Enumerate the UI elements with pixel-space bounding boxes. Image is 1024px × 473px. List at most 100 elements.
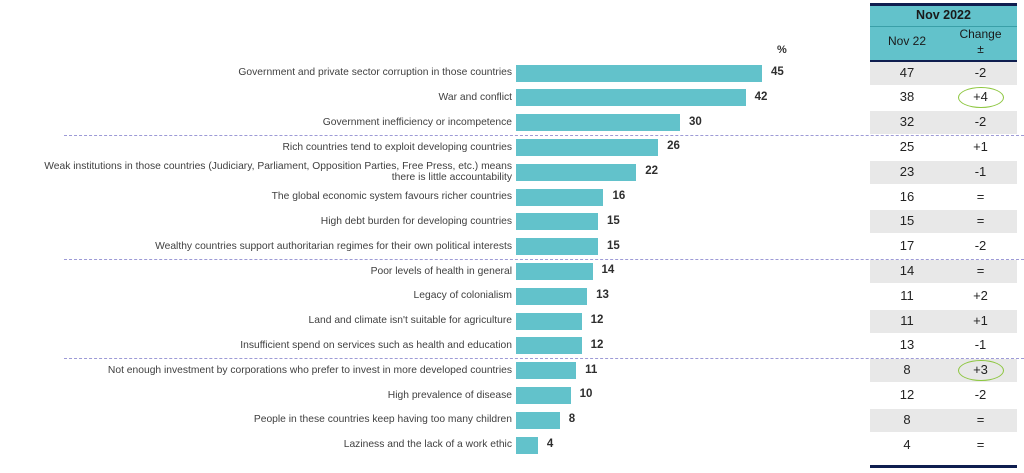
table-row: 23 -1: [870, 160, 1017, 184]
group-separator: [64, 259, 1024, 260]
category-label: High debt burden for developing countrie…: [321, 216, 512, 228]
bar-value-label: 15: [607, 239, 620, 252]
table-col-nov22-header: Nov 22: [887, 34, 927, 48]
category-label: War and conflict: [439, 92, 512, 104]
bar-value-label: 14: [601, 264, 615, 277]
category-label: People in these countries keep having to…: [254, 414, 512, 426]
nov22-value: 8: [903, 411, 911, 427]
category-label-line: Not enough investment by corporations wh…: [107, 364, 512, 376]
bar-value-label: 12: [590, 314, 604, 326]
table-row: 47 -2: [870, 61, 1017, 85]
change-value: =: [976, 436, 985, 452]
bar: [516, 262, 593, 280]
table-row: 11 +2: [870, 285, 1017, 308]
bar: [516, 337, 582, 355]
bar: [516, 411, 560, 429]
bar-value-label: 16: [612, 190, 626, 202]
group-separator: [64, 358, 1024, 360]
category-label-line: there is little accountability: [391, 172, 512, 184]
change-value: =: [976, 188, 985, 204]
bar-value-label: 8: [568, 413, 576, 426]
category-label-line: Government inefficiency or incompetence: [322, 116, 512, 128]
change-value: =: [976, 262, 985, 278]
table-col-change-header: Change ±: [944, 27, 1017, 57]
bar: [516, 362, 577, 380]
table-bottom-rule: [870, 465, 1017, 468]
bar: [516, 386, 571, 404]
category-label-line: Wealthy countries support authoritarian …: [155, 240, 512, 252]
bar-value-label: 30: [689, 115, 702, 128]
nov22-value: 16: [899, 188, 915, 204]
change-value: =: [976, 213, 985, 229]
table-row: 14 =: [870, 259, 1017, 283]
comparison-table-header: Nov 2022 Nov 22 Change ±: [870, 3, 1017, 63]
nov22-value: 12: [899, 386, 915, 402]
category-label-line: Land and climate isn't suitable for agri…: [308, 315, 512, 327]
highlight-circle: [958, 87, 1004, 109]
nov22-value: 4: [903, 436, 911, 452]
bar: [516, 312, 582, 330]
change-value: -1: [974, 337, 987, 353]
bar-value-label: 10: [579, 388, 593, 401]
bar-value-label: 15: [607, 214, 620, 227]
bar-value-label: 4: [546, 438, 554, 450]
table-row: 8 +3: [870, 359, 1017, 383]
highlight-circle: [958, 360, 1004, 382]
change-value: -2: [974, 64, 987, 80]
category-label: Rich countries tend to exploit developin…: [282, 142, 512, 154]
category-label-line: Government and private sector corruption…: [238, 67, 512, 79]
category-label: Wealthy countries support authoritarian …: [155, 241, 512, 253]
bar: [516, 114, 680, 132]
percent-unit-label: %: [777, 44, 787, 56]
category-label-line: Laziness and the lack of a work ethic: [343, 439, 512, 451]
bar: [516, 188, 604, 206]
nov22-value: 11: [900, 287, 914, 303]
table-row: 11 +1: [870, 309, 1017, 333]
change-value: =: [976, 411, 985, 427]
bar-value-label: 22: [645, 165, 659, 178]
category-label: Not enough investment by corporations wh…: [108, 365, 512, 377]
table-row: 32 -2: [870, 111, 1017, 135]
table-row: 38 +4: [870, 86, 1017, 109]
nov22-value: 25: [899, 138, 915, 154]
category-label: The global economic system favours riche…: [272, 191, 512, 203]
category-label: Legacy of colonialism: [414, 290, 512, 302]
table-row: 13 -1: [870, 334, 1017, 357]
nov22-value: 38: [899, 89, 915, 105]
table-row: 8 =: [870, 408, 1017, 432]
bar: [516, 89, 746, 107]
category-label: Poor levels of health in general: [371, 266, 512, 278]
change-value: -2: [974, 238, 987, 254]
bar: [516, 138, 659, 156]
nov22-value: 23: [899, 163, 915, 179]
category-label-line: The global economic system favours riche…: [271, 191, 512, 203]
category-label: High prevalence of disease: [388, 390, 512, 402]
nov22-value: 47: [899, 64, 915, 80]
bar-value-label: 42: [754, 90, 768, 103]
change-value: -2: [974, 114, 987, 130]
table-row: 12 -2: [870, 384, 1017, 407]
nov22-value: 13: [899, 337, 915, 353]
bar-value-label: 45: [771, 66, 784, 78]
change-header-line1: Change: [959, 27, 1002, 41]
category-label-line: Legacy of colonialism: [413, 290, 512, 302]
nov22-value: 32: [899, 114, 915, 130]
table-title: Nov 2022: [870, 8, 1017, 27]
bar: [516, 64, 762, 82]
change-value: +1: [973, 138, 988, 154]
category-label: Land and climate isn't suitable for agri…: [309, 315, 512, 327]
category-label-line: Poor levels of health in general: [370, 265, 512, 277]
change-value: +2: [973, 287, 988, 303]
category-label: Government inefficiency or incompetence: [323, 117, 512, 129]
category-label: Weak institutions in those countries (Ju…: [44, 161, 512, 184]
category-label-line: War and conflict: [438, 92, 512, 104]
category-label: Laziness and the lack of a work ethic: [344, 439, 512, 451]
category-label-line: Rich countries tend to exploit developin…: [282, 141, 512, 153]
table-row: 17 -2: [870, 235, 1017, 258]
table-row: 25 +1: [870, 136, 1017, 159]
bar-value-label: 11: [585, 363, 598, 376]
table-row: 4 =: [870, 434, 1017, 457]
nov22-value: 14: [899, 262, 915, 278]
bar: [516, 163, 637, 181]
